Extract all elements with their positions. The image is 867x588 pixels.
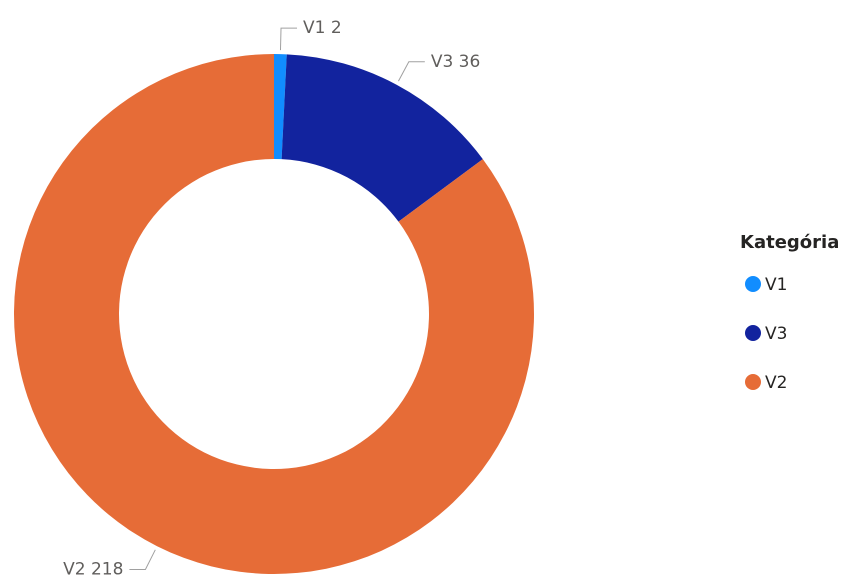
data-label-value: 218 — [91, 559, 123, 579]
leader-line — [398, 61, 425, 82]
legend-marker — [745, 325, 761, 341]
legend-marker — [745, 276, 761, 292]
data-label-category: V3 — [431, 52, 453, 72]
legend-label: V2 — [765, 373, 787, 393]
data-label: V3 36 — [431, 52, 481, 72]
legend-label: V3 — [765, 324, 787, 344]
legend-title: Kategória — [740, 232, 839, 253]
donut-slice — [274, 54, 287, 160]
legend-marker — [745, 374, 761, 390]
data-label-value: 2 — [331, 18, 342, 38]
data-label: V1 2 — [303, 18, 342, 38]
data-label-value: 36 — [459, 52, 481, 72]
donut-slice — [13, 54, 534, 575]
data-label-category: V2 — [63, 559, 85, 579]
leader-line — [129, 549, 156, 570]
donut-slice — [281, 54, 483, 222]
leader-line — [279, 27, 298, 51]
data-label: V2 218 — [63, 559, 123, 579]
data-label-category: V1 — [303, 18, 325, 38]
legend-label: V1 — [765, 275, 787, 295]
